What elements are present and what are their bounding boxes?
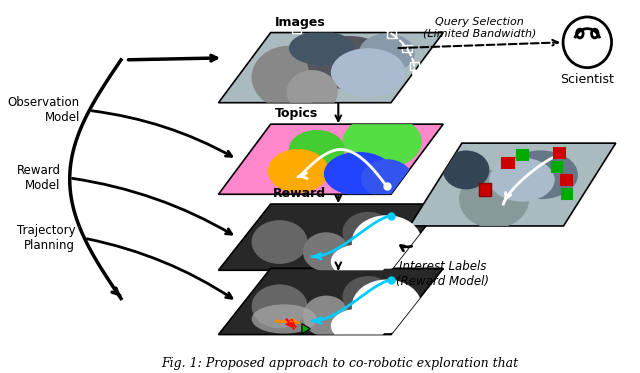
Ellipse shape [352,215,422,269]
Bar [502,158,514,168]
Ellipse shape [342,276,394,317]
Bar [554,148,565,158]
Text: Fig. 1: Proposed approach to co-robotic exploration that: Fig. 1: Proposed approach to co-robotic … [162,357,519,370]
Ellipse shape [308,36,392,90]
Ellipse shape [303,232,349,271]
Polygon shape [410,143,616,226]
Ellipse shape [289,31,354,65]
Text: Images: Images [275,16,326,29]
Bar [365,19,375,27]
Text: Reward: Reward [273,187,326,200]
Ellipse shape [252,284,308,328]
Polygon shape [218,124,444,194]
Ellipse shape [359,34,415,72]
Bar [517,150,527,160]
Bar [562,189,572,199]
Ellipse shape [490,158,555,201]
Ellipse shape [331,309,387,343]
Ellipse shape [252,46,326,109]
Ellipse shape [352,279,422,333]
Bar [387,30,396,38]
Polygon shape [218,204,444,270]
Ellipse shape [342,115,422,169]
Ellipse shape [443,150,490,189]
Ellipse shape [289,130,345,169]
Ellipse shape [287,70,338,114]
Text: Query Selection
(Limited Bandwidth): Query Selection (Limited Bandwidth) [422,17,536,38]
Circle shape [563,17,612,68]
Text: Topics: Topics [275,107,318,120]
Ellipse shape [504,150,578,199]
Text: Trajectory
Planning: Trajectory Planning [17,224,75,252]
Bar [403,45,412,53]
Ellipse shape [324,152,394,196]
Ellipse shape [591,29,598,38]
Ellipse shape [303,295,349,336]
Polygon shape [218,32,444,103]
Ellipse shape [331,244,387,279]
Ellipse shape [577,29,583,38]
Text: Observation
Model: Observation Model [8,97,80,125]
Ellipse shape [252,304,317,333]
Bar [340,15,350,23]
Bar [410,62,419,70]
Ellipse shape [459,170,529,228]
Text: Scientist: Scientist [561,73,614,87]
Ellipse shape [268,149,328,193]
Ellipse shape [342,212,394,253]
Bar [552,162,562,172]
Polygon shape [218,268,444,335]
Text: Reward
Model: Reward Model [17,164,60,192]
Bar [292,25,301,33]
Ellipse shape [361,159,412,198]
Text: Interest Labels
(Reward Model): Interest Labels (Reward Model) [396,260,489,288]
Bar [561,175,572,185]
Ellipse shape [331,48,406,97]
Bar [315,17,324,25]
Ellipse shape [252,220,308,264]
